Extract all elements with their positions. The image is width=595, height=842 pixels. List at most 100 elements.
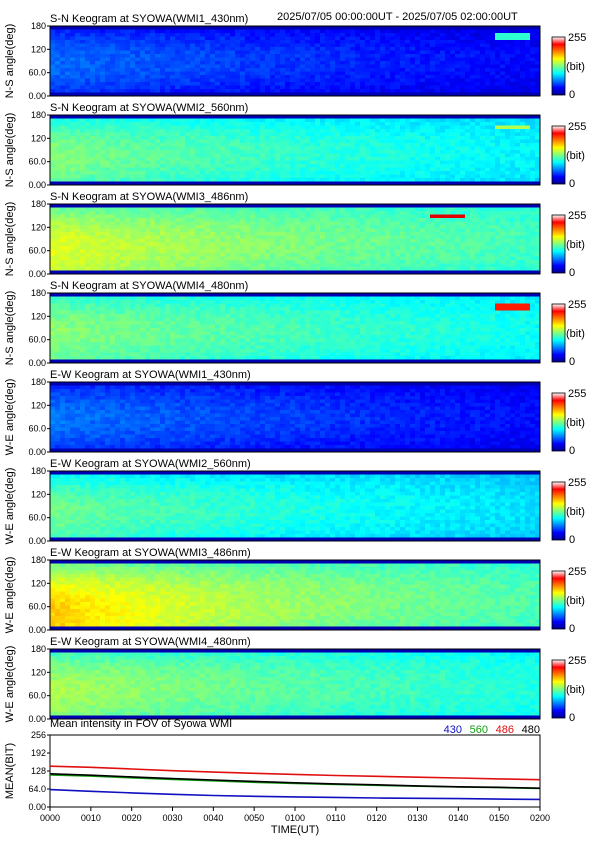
- colorbar-unit-label: (bit): [566, 150, 585, 162]
- y-tick-label: 0.00: [28, 180, 46, 190]
- keogram-title: S-N Keogram at SYOWA(WMI1_430nm): [50, 13, 248, 25]
- colorbar-min-label: 0: [569, 267, 575, 279]
- keogram-image: [50, 115, 541, 186]
- colorbar-min-label: 0: [569, 534, 575, 546]
- colorbar: [551, 303, 566, 363]
- y-tick-label: 180: [31, 377, 46, 387]
- colorbar-unit-label: (bit): [566, 595, 585, 607]
- y-tick-label: 120: [31, 222, 46, 232]
- y-tick-label: 0.00: [28, 714, 46, 724]
- keogram-frame: [49, 114, 541, 186]
- colorbar-max-label: 255: [568, 388, 586, 400]
- y-tick-label: 60.0: [28, 68, 46, 78]
- x-tick-label: 0020: [122, 813, 142, 823]
- keogram-ylabel: W-E angle(deg): [4, 646, 16, 723]
- keogram-frame: [49, 292, 541, 364]
- x-tick-label: 0010: [81, 813, 101, 823]
- mean-intensity-plot: Mean intensity in FOV of Syowa WMI 480 486…: [4, 718, 550, 836]
- keogram-panel-2: S-N Keogram at SYOWA(WMI2_560nm) 0.00 60.0…: [4, 102, 586, 190]
- y-tick-label: 120: [31, 44, 46, 54]
- keogram-frame: [49, 648, 541, 720]
- series-line-430: [49, 788, 541, 801]
- colorbar-min-label: 0: [569, 712, 575, 724]
- keogram-ylabel: N-S angle(deg): [4, 24, 16, 99]
- keogram-image: [50, 560, 541, 631]
- y-tick-label: 120: [31, 311, 46, 321]
- y-tick-label: 180: [31, 21, 46, 31]
- y-tick-label: 60.0: [28, 157, 46, 167]
- y-tick-label: 120: [31, 667, 46, 677]
- colorbar-max-label: 255: [568, 121, 586, 133]
- keogram-image: [50, 382, 541, 453]
- lineplot-ylabel: MEAN(BIT): [4, 743, 16, 799]
- colorbar-unit-label: (bit): [566, 239, 585, 251]
- x-tick-label: 0040: [203, 813, 223, 823]
- keogram-panel-3: S-N Keogram at SYOWA(WMI3_486nm) 0.00 60.0…: [4, 191, 586, 279]
- keogram-ylabel: W-E angle(deg): [4, 557, 16, 634]
- y-tick-label: 180: [31, 555, 46, 565]
- keogram-image: [50, 26, 541, 97]
- y-tick-label: 120: [31, 489, 46, 499]
- y-tick-label: 0.00: [28, 269, 46, 279]
- y-tick-label: 120: [31, 400, 46, 410]
- keogram-panel-1: S-N Keogram at SYOWA(WMI1_430nm) 0.00 60.0…: [4, 13, 586, 101]
- x-tick-label: 0000: [40, 813, 60, 823]
- y-tick-label: 0.00: [28, 358, 46, 368]
- colorbar-min-label: 0: [569, 178, 575, 190]
- y-tick-label: 0.00: [28, 625, 46, 635]
- colorbar-max-label: 255: [568, 655, 586, 667]
- keogram-title: E-W Keogram at SYOWA(WMI1_430nm): [50, 369, 251, 381]
- keogram-title: E-W Keogram at SYOWA(WMI3_486nm): [50, 547, 251, 559]
- y-tick-label: 60.0: [28, 691, 46, 701]
- legend-entry-560: 560: [470, 724, 488, 736]
- legend-entry-430: 430: [444, 724, 462, 736]
- y-tick-label: 0.00: [28, 447, 46, 457]
- series-line-480: [49, 773, 541, 789]
- keogram-panel-4: S-N Keogram at SYOWA(WMI4_480nm) 0.00 60.0…: [4, 280, 586, 368]
- y-tick-label: 60.0: [28, 424, 46, 434]
- keogram-ylabel: N-S angle(deg): [4, 202, 16, 277]
- keogram-frame: [49, 25, 541, 97]
- x-tick-label: 0120: [367, 813, 387, 823]
- keogram-title: S-N Keogram at SYOWA(WMI4_480nm): [50, 280, 248, 292]
- y-tick-label: 0.00: [28, 802, 46, 812]
- keogram-frame: [49, 203, 541, 275]
- x-tick-label: 0110: [326, 813, 345, 823]
- y-tick-label: 180: [31, 110, 46, 120]
- keogram-ylabel: N-S angle(deg): [4, 113, 16, 188]
- keogram-image: [50, 471, 541, 542]
- colorbar-min-label: 0: [569, 356, 575, 368]
- colorbar-max-label: 255: [568, 299, 586, 311]
- keogram-frame: [49, 381, 541, 453]
- y-tick-label: 64.0: [28, 784, 46, 794]
- legend-entry-486: 486: [496, 724, 514, 736]
- colorbar: [551, 392, 566, 452]
- y-tick-label: 180: [31, 288, 46, 298]
- y-tick-label: 256: [31, 730, 46, 740]
- legend: 480 486 560 430: [444, 724, 540, 736]
- y-tick-label: 60.0: [28, 335, 46, 345]
- keogram-image: [50, 649, 541, 720]
- keogram-panel-6: E-W Keogram at SYOWA(WMI2_560nm) 0.00 60.0…: [4, 458, 586, 546]
- keogram-title: E-W Keogram at SYOWA(WMI4_480nm): [50, 636, 251, 648]
- colorbar-max-label: 255: [568, 566, 586, 578]
- colorbar: [551, 125, 566, 185]
- x-tick-label: 0130: [407, 813, 427, 823]
- colorbar-max-label: 255: [568, 477, 586, 489]
- y-tick-label: 180: [31, 199, 46, 209]
- colorbar-max-label: 255: [568, 32, 586, 44]
- y-tick-label: 180: [31, 466, 46, 476]
- keogram-panel-5: E-W Keogram at SYOWA(WMI1_430nm) 0.00 60.0…: [4, 369, 586, 457]
- y-tick-label: 60.0: [28, 513, 46, 523]
- keogram-panel-8: E-W Keogram at SYOWA(WMI4_480nm) 0.00 60.0…: [4, 636, 586, 724]
- y-tick-label: 60.0: [28, 246, 46, 256]
- y-tick-label: 60.0: [28, 602, 46, 612]
- y-tick-label: 0.00: [28, 536, 46, 546]
- colorbar-min-label: 0: [569, 89, 575, 101]
- keogram-title: E-W Keogram at SYOWA(WMI2_560nm): [50, 458, 251, 470]
- keogram-frame: [49, 470, 541, 542]
- series-line-486: [49, 765, 541, 781]
- colorbar: [551, 570, 566, 630]
- y-tick-label: 120: [31, 578, 46, 588]
